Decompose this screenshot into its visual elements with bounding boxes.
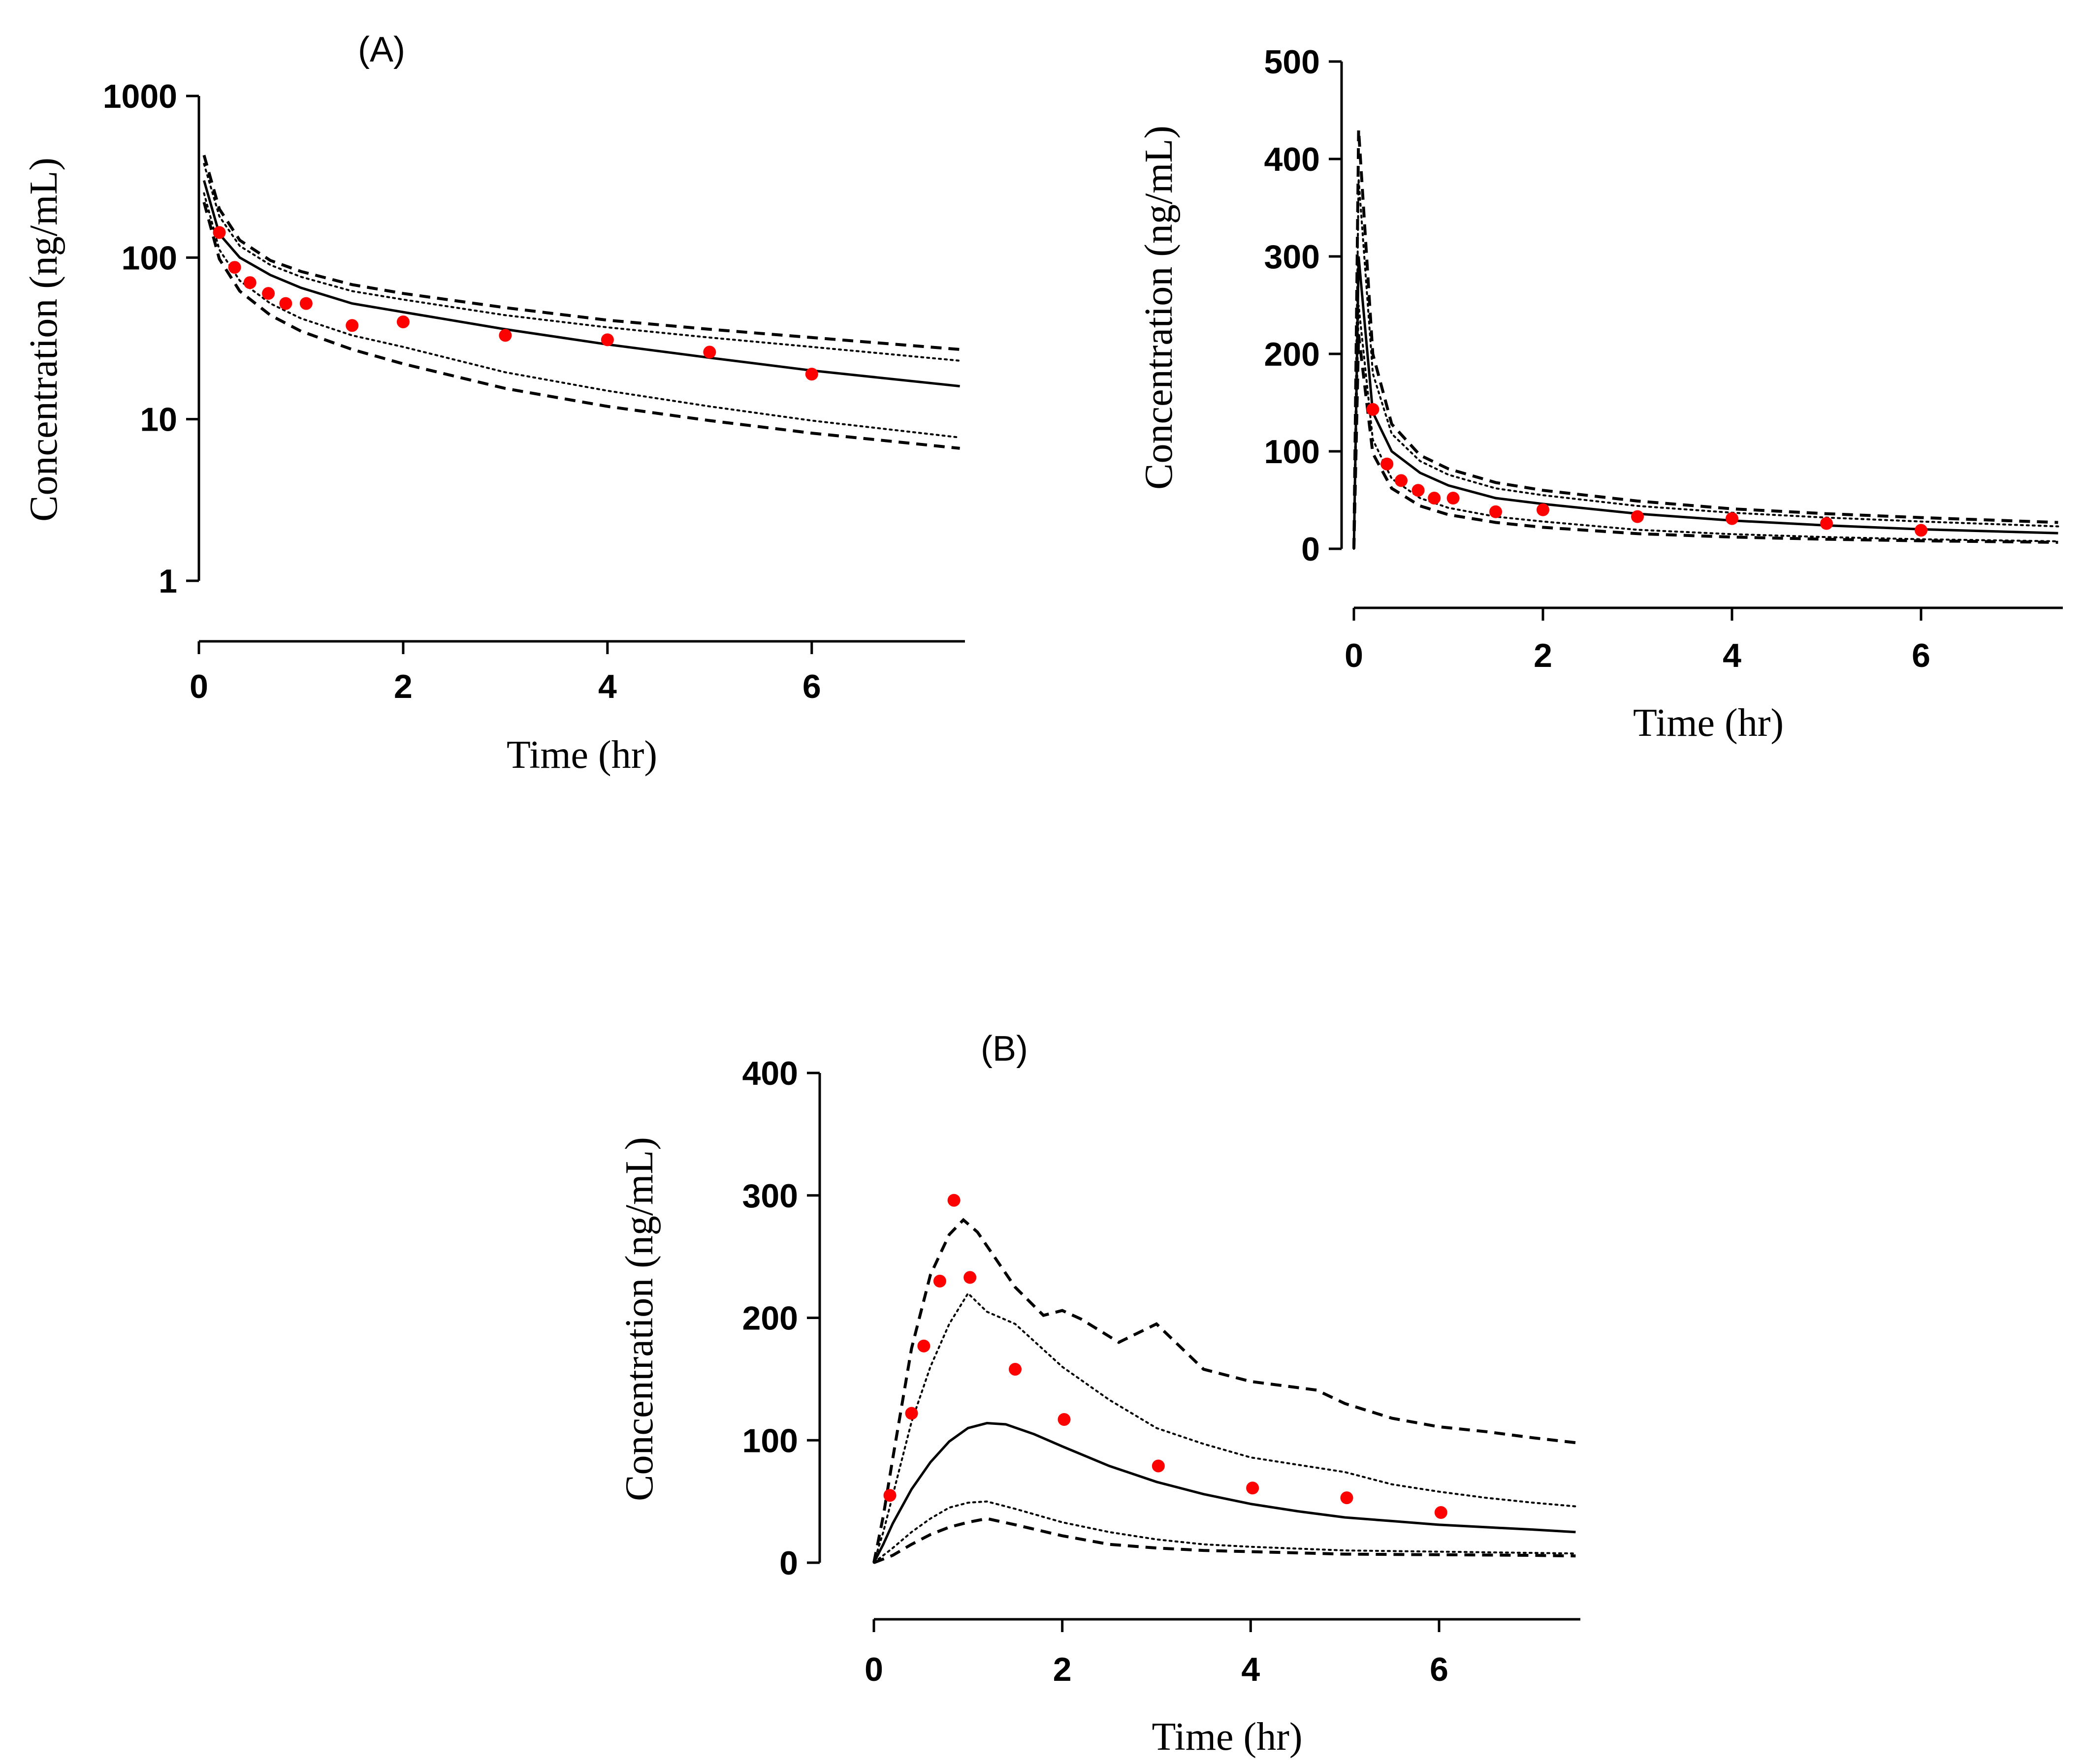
- observed-point: [963, 1271, 977, 1284]
- panel-label: (A): [358, 30, 405, 69]
- y-tick-label: 1: [159, 563, 177, 600]
- x-axis-title: Time (hr): [507, 733, 657, 777]
- observed-point: [1489, 505, 1502, 518]
- observed-point: [883, 1489, 897, 1502]
- series-line-upper-2-5th-97-5th: [202, 155, 960, 351]
- x-tick-label: 4: [1241, 1651, 1260, 1688]
- observed-point: [1428, 492, 1441, 505]
- observed-point: [601, 333, 614, 346]
- series-line-lower-5th-95th: [203, 192, 961, 439]
- observed-point: [243, 276, 256, 289]
- observed-point: [703, 346, 716, 359]
- x-tick-label: 2: [394, 668, 413, 705]
- observed-point: [1340, 1491, 1353, 1505]
- series-line-median: [872, 1421, 1576, 1564]
- x-tick-label: 0: [190, 668, 208, 705]
- observed-point: [1631, 510, 1644, 523]
- y-tick-label: 400: [1264, 141, 1320, 178]
- x-tick-label: 4: [598, 668, 617, 705]
- x-tick-label: 2: [1053, 1651, 1072, 1688]
- chart-A_linear: 0 100 200 300 400 500 0 2 4 6 Time (hr) Concentrati…: [1137, 43, 2063, 745]
- y-tick-label: 100: [122, 239, 177, 277]
- observed-point: [1537, 503, 1549, 516]
- x-tick-label: 4: [1723, 637, 1741, 674]
- x-axis-title: Time (hr): [1633, 701, 1784, 745]
- y-tick-label: 300: [742, 1177, 798, 1215]
- observed-point: [933, 1274, 946, 1288]
- x-axis-title: Time (hr): [1152, 1715, 1303, 1759]
- y-tick-label: 10: [140, 401, 177, 439]
- series-line-lower-2-5th-97-5th: [1352, 334, 2058, 549]
- y-tick-label: 400: [742, 1055, 798, 1092]
- y-axis-title: Concentration (ng/mL): [1137, 126, 1181, 490]
- observed-point: [1411, 484, 1425, 497]
- y-tick-label: 0: [779, 1544, 798, 1582]
- y-tick-label: 100: [1264, 433, 1320, 471]
- observed-point: [947, 1194, 961, 1207]
- observed-point: [396, 315, 410, 328]
- observed-point: [917, 1339, 930, 1353]
- series-line-median: [1352, 256, 2058, 549]
- y-axis-title: Concentration (ng/mL): [22, 158, 65, 522]
- series-line-lower-5th-95th: [873, 1500, 1577, 1564]
- observed-point: [805, 368, 818, 381]
- series-line-upper-5th-95th: [1353, 178, 2059, 550]
- observed-point: [905, 1407, 918, 1420]
- series-line-lower-2-5th-97-5th: [873, 1517, 1576, 1564]
- observed-point: [499, 329, 512, 342]
- y-tick-label: 300: [1264, 238, 1320, 276]
- x-tick-label: 6: [802, 668, 821, 705]
- observed-point: [1820, 517, 1833, 530]
- observed-point: [1380, 457, 1394, 471]
- series-line-upper-2-5th-97-5th: [872, 1218, 1576, 1563]
- panel-label: (B): [981, 1029, 1028, 1069]
- y-tick-label: 200: [742, 1300, 798, 1337]
- observed-point: [1434, 1506, 1447, 1519]
- x-tick-label: 0: [1345, 637, 1363, 674]
- observed-point: [1009, 1362, 1022, 1376]
- observed-point: [279, 297, 292, 310]
- observed-point: [213, 226, 226, 239]
- chart-A_log: (A) 1 10 100 1000 0 2 4 6 Time (hr) Concentration …: [22, 30, 965, 777]
- observed-point: [346, 319, 359, 332]
- series-line-lower-2-5th-97-5th: [202, 202, 960, 450]
- x-tick-label: 6: [1912, 637, 1930, 674]
- series-line-median: [202, 180, 960, 388]
- observed-point: [299, 297, 313, 310]
- observed-point: [262, 287, 275, 300]
- observed-point: [228, 261, 241, 274]
- x-tick-label: 6: [1430, 1651, 1448, 1688]
- y-tick-label: 100: [742, 1422, 798, 1459]
- observed-point: [1152, 1459, 1165, 1473]
- x-tick-label: 0: [865, 1651, 883, 1688]
- observed-point: [1726, 512, 1738, 525]
- y-tick-label: 200: [1264, 336, 1320, 373]
- observed-point: [1058, 1413, 1071, 1426]
- observed-point: [1915, 524, 1927, 537]
- series-line-upper-5th-95th: [873, 1292, 1577, 1564]
- chart-B_linear: (B) 0 100 200 300 400 0 2 4 6 Time (hr) Concentrati…: [618, 1029, 1580, 1759]
- observed-point: [1366, 403, 1379, 416]
- y-tick-label: 500: [1264, 43, 1320, 81]
- series-line-lower-5th-95th: [1353, 305, 2059, 550]
- y-tick-label: 0: [1301, 531, 1320, 568]
- observed-point: [1395, 474, 1408, 487]
- observed-point: [1246, 1481, 1259, 1495]
- y-axis-title: Concentration (ng/mL): [618, 1137, 661, 1501]
- series-line-upper-5th-95th: [203, 163, 961, 362]
- y-tick-label: 1000: [103, 78, 177, 115]
- x-tick-label: 2: [1534, 637, 1552, 674]
- series-line-upper-2-5th-97-5th: [1352, 129, 2058, 549]
- observed-point: [1446, 492, 1460, 505]
